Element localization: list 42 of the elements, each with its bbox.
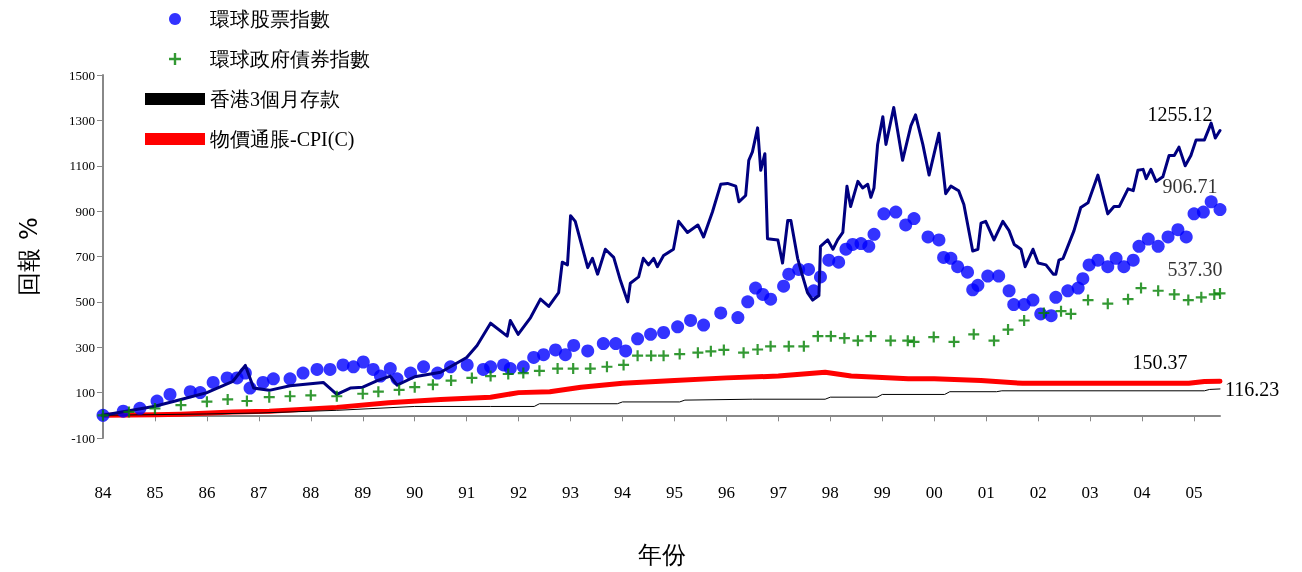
x-tick-label: 87	[250, 483, 268, 502]
y-tick-label: 1100	[69, 158, 95, 174]
x-tick-label: 91	[458, 483, 476, 502]
x-tick-label: 90	[406, 483, 424, 502]
x-tick-label: 02	[1029, 483, 1047, 502]
x-axis-title: 年份	[637, 541, 686, 569]
y-tick-label: 700	[75, 249, 95, 264]
x-tick-label: 89	[354, 483, 372, 502]
x-tick-label: 95	[665, 483, 683, 502]
y-axis-title: 回報 %	[15, 217, 43, 296]
y-tick-label: 900	[75, 203, 95, 219]
x-tick-label: 85	[146, 483, 164, 502]
y-tick-label: 300	[75, 339, 95, 355]
x-tick-label: 97	[769, 483, 788, 502]
x-tick-label: 05	[1185, 483, 1203, 502]
data-label: 537.30	[1167, 257, 1223, 280]
y-tick-label: -100	[71, 430, 95, 446]
x-tick-label: 01	[977, 483, 995, 502]
x-tick-label: 92	[510, 483, 528, 502]
x-tick-label: 96	[717, 483, 735, 502]
x-tick-label: 04	[1133, 483, 1152, 502]
data-label: 150.37	[1132, 351, 1188, 374]
data-label: 116.23	[1225, 377, 1280, 400]
legend-label: 香港3個月存款	[210, 88, 340, 110]
x-tick-label: 98	[821, 483, 839, 502]
x-tick-label: 93	[562, 483, 580, 502]
y-tick-label: 500	[75, 294, 95, 310]
data-label: 906.71	[1162, 175, 1218, 198]
x-tick-label: 88	[302, 483, 320, 502]
x-tick-label: 00	[925, 483, 943, 502]
x-tick-label: 94	[614, 483, 632, 502]
legend-label: 環球政府債券指數	[210, 48, 370, 70]
x-tick-label: 99	[873, 483, 891, 502]
y-tick-label: 1300	[69, 112, 95, 128]
y-tick-label: 1500	[69, 67, 95, 83]
y-tick-label: 100	[75, 385, 95, 401]
x-tick-label: 84	[94, 483, 112, 502]
x-tick-label: 03	[1081, 483, 1099, 502]
x-tick-label: 86	[198, 483, 216, 502]
legend-label: 環球股票指數	[210, 8, 330, 30]
data-label: 1255.12	[1147, 102, 1213, 125]
legend-label: 物價通脹-CPI(C)	[210, 128, 355, 151]
